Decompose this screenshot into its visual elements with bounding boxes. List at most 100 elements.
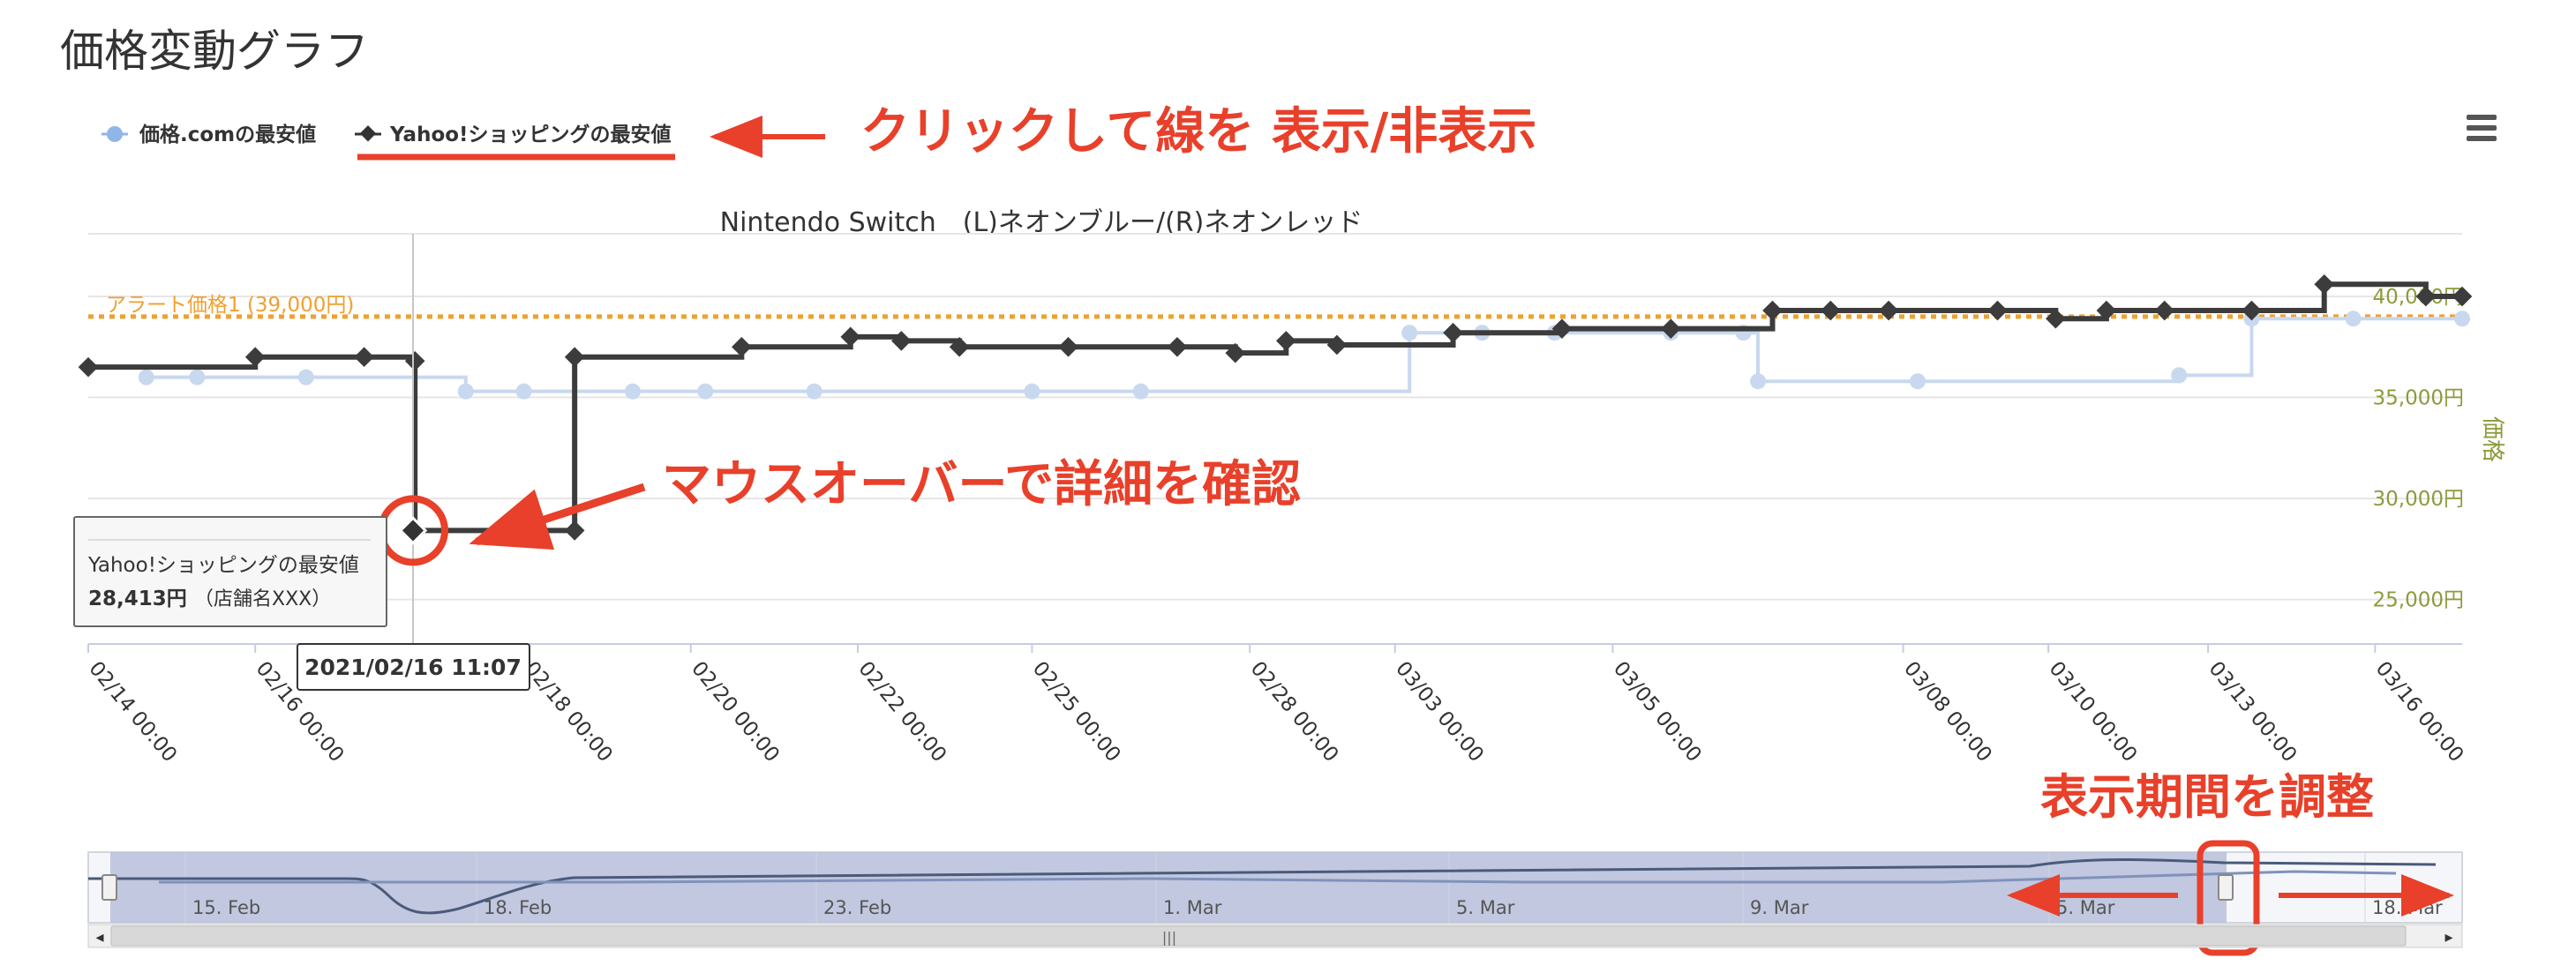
x-tick-label: 03/05 00:00 [1609,657,1706,767]
hovered-data-point[interactable] [398,516,428,545]
page-title: 価格変動グラフ [60,26,369,77]
scroll-right-icon[interactable]: ▸ [2445,928,2452,947]
data-point-yahoo[interactable] [1762,300,1783,321]
data-point-yahoo[interactable] [2415,286,2437,307]
data-point-yahoo[interactable] [78,356,99,378]
data-point-kakaku[interactable] [457,383,474,400]
data-point-yahoo[interactable] [1551,318,1573,339]
navigator-gridlines [184,852,2366,923]
data-point-kakaku[interactable] [1024,383,1040,400]
data-point-yahoo[interactable] [2046,308,2066,329]
data-point-yahoo[interactable] [1326,334,1348,356]
legend-item-kakaku[interactable]: 価格.comの最安値 [101,123,316,146]
series-kakaku[interactable] [138,311,2470,400]
data-point-yahoo[interactable] [1443,322,1463,343]
data-point-yahoo[interactable] [244,347,266,368]
navigator-date-label: 23. Feb [823,897,891,918]
navigator-date-label: 18. Feb [484,897,552,918]
data-point-yahoo[interactable] [949,336,970,357]
x-tick-label: 03/08 00:00 [1899,657,1996,767]
hover-annotation: マウスオーバーで詳細を確認 [662,456,1301,513]
data-point-yahoo[interactable] [1661,318,1681,339]
x-tick-label: 03/03 00:00 [1391,657,1488,767]
y-tick-label: 35,000円 [2373,387,2464,410]
data-point-yahoo[interactable] [1225,342,1246,363]
data-point-yahoo[interactable] [2096,300,2117,321]
data-point-yahoo[interactable] [1820,300,1841,321]
legend-marker-circle-icon [107,126,123,142]
x-tick-label: 02/20 00:00 [687,657,784,767]
navigator-scrollbar-thumb[interactable] [110,925,2407,947]
scroll-left-icon[interactable]: ◂ [95,928,103,947]
data-point-yahoo[interactable] [2314,273,2335,295]
data-point-yahoo[interactable] [404,350,425,371]
navigator-left-handle[interactable] [101,874,117,901]
navigator-date-label: 5. Mar [1456,897,1515,918]
x-tick-label: 02/18 00:00 [520,657,617,767]
data-point-yahoo[interactable] [2154,300,2175,321]
y-tick-label: 25,000円 [2373,589,2464,612]
data-point-kakaku[interactable] [1132,383,1149,400]
data-point-yahoo[interactable] [2242,300,2262,321]
data-point-yahoo[interactable] [1987,300,2008,321]
navigator-right-handle[interactable] [2218,874,2234,901]
scrollbar-grip-icon: ||| [1162,929,1176,946]
range-annotation: 表示期間を調整 [2040,769,2374,825]
legend-marker-diamond-icon [359,125,377,142]
navigator-date-label: 9. Mar [1750,897,1809,918]
data-point-kakaku[interactable] [2345,311,2362,327]
date-label-box [297,643,530,691]
date-label-text: 2021/02/16 11:07 [304,655,522,680]
navigator-series-line-2 [159,870,2397,884]
navigator-date-label: 18. Mar [2372,897,2443,918]
data-point-yahoo[interactable] [2452,286,2473,307]
navigator-series-line [88,858,2437,915]
chart-menu-icon[interactable] [2467,115,2497,146]
data-point-yahoo[interactable] [564,347,585,368]
x-tick-label: 02/14 00:00 [84,657,181,767]
data-point-yahoo[interactable] [1276,331,1296,351]
data-point-yahoo[interactable] [1167,336,1188,357]
y-tick-label: 30,000円 [2373,488,2464,511]
data-point-yahoo[interactable] [1878,300,1899,321]
data-point-yahoo[interactable] [564,520,585,541]
data-point-kakaku[interactable] [1910,373,1926,390]
data-point-kakaku[interactable] [2171,367,2188,384]
data-point-yahoo[interactable] [840,326,861,348]
handle-highlight [2197,840,2260,956]
data-point-yahoo[interactable] [732,336,752,357]
navigator-date-label: 15. Feb [192,897,260,918]
navigator-date-label: 5. Mar [2056,897,2115,918]
x-tick-label: 02/28 00:00 [1246,657,1343,767]
data-point-kakaku[interactable] [515,383,532,400]
y-axis-title: 価格 [2479,416,2505,462]
data-point-kakaku[interactable] [2454,311,2470,327]
legend-label-kakaku: 価格.comの最安値 [139,123,316,146]
data-point-kakaku[interactable] [297,369,314,385]
legend-label-yahoo: Yahoo!ショッピングの最安値 [389,123,672,146]
range-navigator[interactable]: 15. Feb 18. Feb 23. Feb 1. Mar 5. Mar 9. Mar 5… [87,840,2463,956]
data-point-yahoo[interactable] [891,331,912,351]
data-point-kakaku[interactable] [806,383,822,400]
tooltip-shop: （店舗名XXX） [194,588,331,610]
toggle-annotation: クリックして線を 表示/非表示 [860,103,1536,161]
x-tick-label: 03/13 00:00 [2204,657,2301,767]
data-point-kakaku[interactable] [189,369,206,385]
tooltip-series-name: Yahoo!ショッピングの最安値 [87,554,359,577]
tooltip-price: 28,413円 [88,588,187,610]
data-point-kakaku[interactable] [138,369,154,385]
data-point-yahoo[interactable] [1058,336,1078,357]
data-point-kakaku[interactable] [1750,373,1767,390]
data-point-kakaku[interactable] [1401,325,1418,341]
data-point-kakaku[interactable] [624,383,641,400]
x-tick-label: 03/16 00:00 [2371,657,2468,767]
data-point-yahoo[interactable] [354,347,374,368]
legend-item-yahoo[interactable]: Yahoo!ショッピングの最安値 [355,123,672,146]
data-point-kakaku[interactable] [697,383,714,400]
series-line-kakaku [146,317,2462,393]
alert-price-label: アラート価格1 (39,000円) [106,294,354,317]
x-crosshair-date-label: 2021/02/16 11:07 [297,643,530,691]
